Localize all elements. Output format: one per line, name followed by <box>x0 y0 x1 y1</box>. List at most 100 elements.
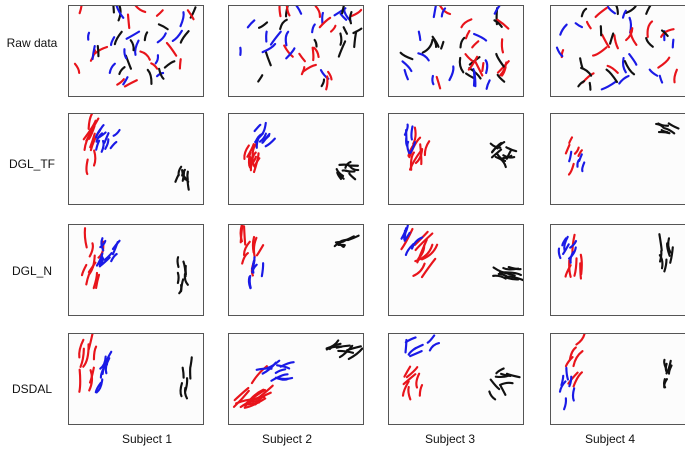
red-fragment <box>420 257 437 279</box>
blue-fragment <box>562 243 570 256</box>
red-fragment <box>243 144 250 160</box>
black-fragment <box>189 6 197 19</box>
blue-fragment <box>600 80 618 91</box>
black-fragment <box>163 60 176 69</box>
black-fragment <box>667 364 673 375</box>
blue-fragment <box>179 11 185 28</box>
red-fragment <box>233 386 250 402</box>
blue-fragment <box>250 256 256 270</box>
black-fragment <box>335 168 345 177</box>
scatter-plot <box>399 6 510 90</box>
black-fragment <box>577 80 586 88</box>
red-fragment <box>255 244 265 257</box>
red-fragment <box>572 350 584 368</box>
blue-fragment <box>261 42 277 54</box>
black-fragment <box>336 171 343 181</box>
red-fragment <box>412 262 426 277</box>
black-fragment <box>498 156 507 169</box>
black-fragment <box>658 254 664 270</box>
row-label-raw-data: Raw data <box>6 36 58 50</box>
black-fragment <box>344 160 352 169</box>
red-fragment <box>92 271 99 290</box>
blue-fragment <box>94 381 102 394</box>
red-fragment <box>420 243 439 261</box>
red-fragment <box>329 24 337 33</box>
blue-fragment <box>568 150 573 163</box>
black-fragment <box>349 165 360 172</box>
red-fragment <box>577 149 583 157</box>
black-fragment <box>118 66 126 76</box>
blue-fragment <box>581 161 586 173</box>
blue-fragment <box>563 397 568 411</box>
black-fragment <box>341 169 351 173</box>
red-fragment <box>116 78 125 86</box>
red-fragment <box>250 365 268 385</box>
red-fragment <box>252 152 260 174</box>
blue-fragment <box>403 231 411 242</box>
black-fragment <box>663 378 667 389</box>
blue-fragment <box>285 47 296 60</box>
blue-fragment <box>606 6 617 15</box>
blue-fragment <box>261 361 277 375</box>
black-fragment <box>625 6 637 14</box>
blue-fragment <box>571 387 576 402</box>
red-fragment <box>564 143 571 155</box>
scatter-plot <box>555 6 678 91</box>
red-fragment <box>464 29 471 40</box>
scatter-panel <box>228 113 364 205</box>
black-fragment <box>495 52 505 68</box>
black-fragment <box>112 6 115 14</box>
black-fragment <box>498 381 514 387</box>
black-fragment <box>588 81 592 91</box>
red-fragment <box>251 143 258 167</box>
blue-fragment <box>484 59 489 75</box>
red-fragment <box>79 347 85 368</box>
blue-fragment <box>403 123 409 136</box>
blue-fragment <box>448 65 455 82</box>
blue-fragment <box>417 30 422 42</box>
blue-fragment <box>123 48 128 60</box>
black-fragment <box>663 127 676 135</box>
blue-fragment <box>321 11 324 25</box>
blue-fragment <box>274 368 287 375</box>
red-fragment <box>568 259 572 278</box>
black-fragment <box>157 23 169 31</box>
scatter-panel <box>228 224 364 316</box>
red-fragment <box>402 373 417 386</box>
black-fragment <box>339 32 343 46</box>
scatter-plot <box>80 227 189 295</box>
blue-fragment <box>628 53 638 66</box>
blue-fragment <box>95 139 101 151</box>
red-fragment <box>243 397 267 409</box>
red-fragment <box>471 40 480 49</box>
blue-fragment <box>618 74 630 85</box>
black-fragment <box>580 7 588 18</box>
black-fragment <box>609 32 615 45</box>
blue-fragment <box>406 140 411 154</box>
col-label-subject-2: Subject 2 <box>261 432 313 446</box>
black-fragment <box>347 347 363 361</box>
row-label-dgl-tf: DGL_TF <box>8 157 55 171</box>
black-fragment <box>495 367 505 375</box>
blue-fragment <box>87 31 91 41</box>
black-fragment <box>667 122 680 130</box>
scatter-panel <box>228 5 364 97</box>
red-fragment <box>73 62 81 74</box>
scatter-plot <box>557 233 674 280</box>
red-fragment <box>78 6 83 15</box>
black-fragment <box>657 130 671 135</box>
red-fragment <box>568 136 574 145</box>
scatter-plot <box>82 114 190 191</box>
black-fragment <box>337 40 347 58</box>
black-fragment <box>179 30 190 44</box>
blue-fragment <box>156 32 167 44</box>
red-fragment <box>92 345 98 361</box>
black-fragment <box>623 59 636 76</box>
blue-fragment <box>473 32 488 42</box>
col-label-subject-4: Subject 4 <box>584 432 636 446</box>
red-fragment <box>247 150 252 167</box>
black-fragment <box>667 237 672 254</box>
black-fragment <box>505 372 521 379</box>
black-fragment <box>657 122 670 127</box>
